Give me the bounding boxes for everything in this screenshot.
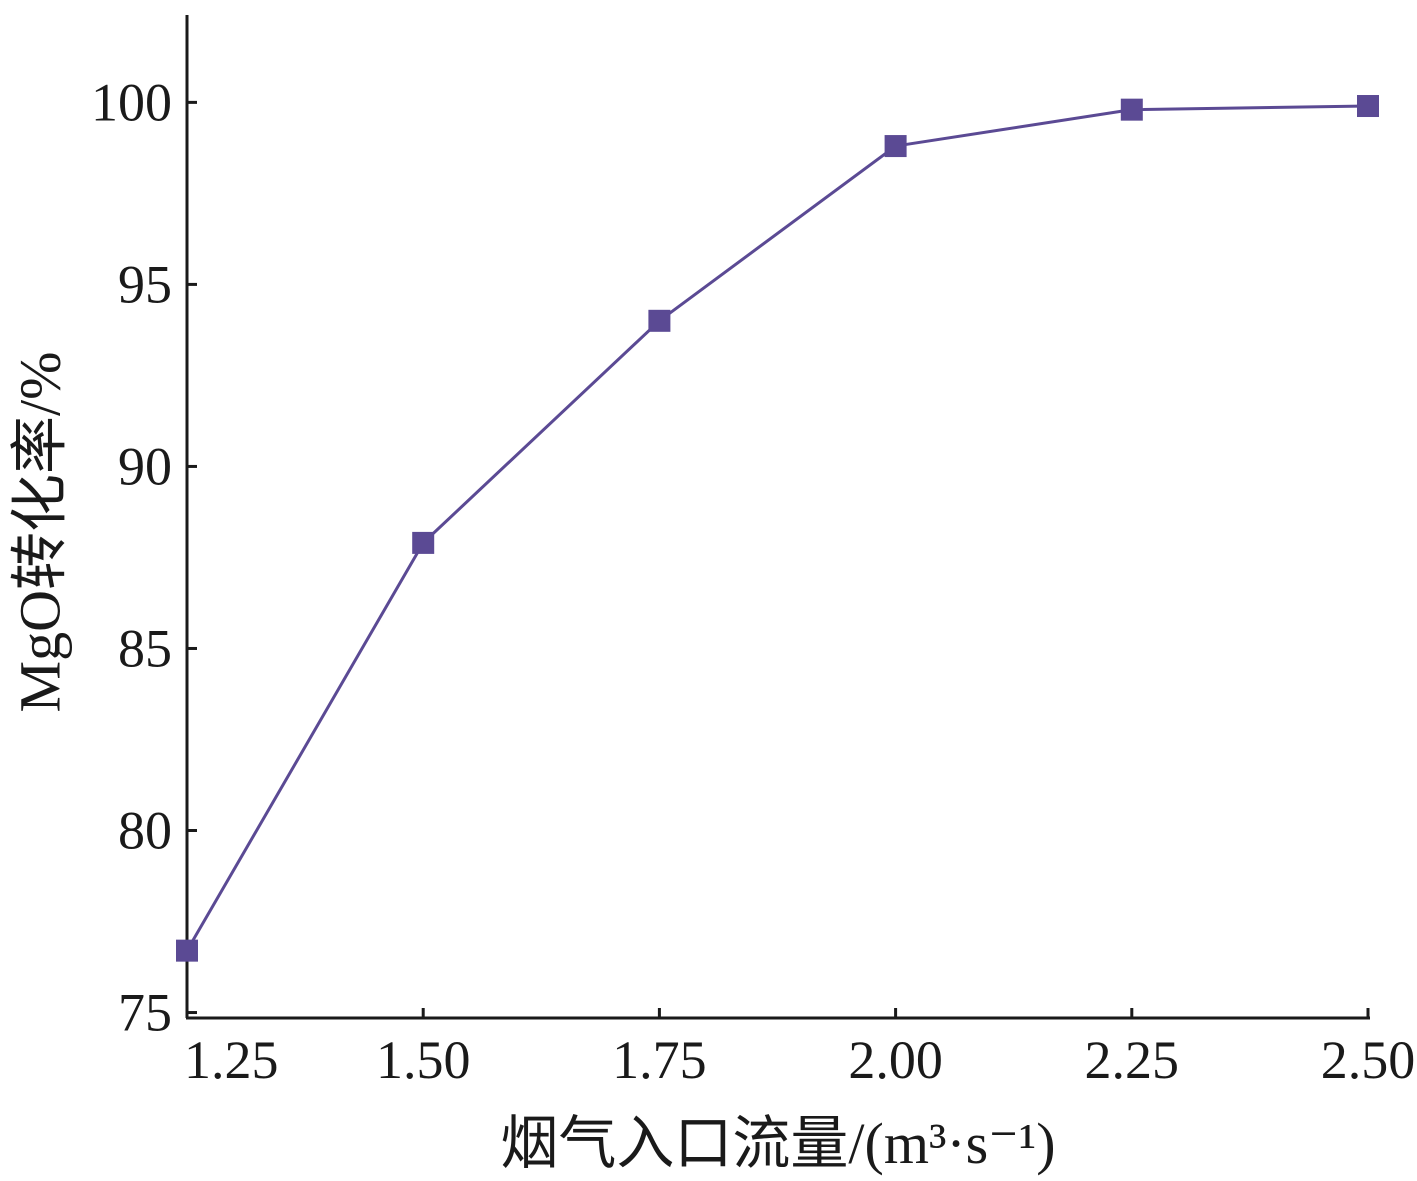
data-point-marker: [884, 135, 907, 158]
data-point-marker: [176, 939, 198, 962]
series-group: [176, 95, 1379, 962]
x-tick-label: 2.50: [1321, 1030, 1416, 1090]
y-axis-label: MgO转化率/%: [8, 352, 73, 713]
y-tick-label: 90: [118, 436, 172, 496]
plot-area: 75 80 85 90 95 100 1.25 1.50 1.75 2.00 2.25 2.50: [91, 15, 1415, 1090]
x-tick-label: 1.50: [376, 1030, 471, 1090]
x-tick-label: 1.75: [612, 1030, 707, 1090]
y-tick-label: 95: [118, 254, 172, 314]
data-point-marker: [1120, 98, 1143, 121]
x-tick-label: 2.25: [1085, 1030, 1180, 1090]
data-point-marker: [412, 531, 435, 554]
x-tick-label: 1.25: [184, 1030, 279, 1090]
x-ticks: 1.25 1.50 1.75 2.00 2.25 2.50: [184, 1008, 1415, 1090]
y-tick-label: 80: [118, 801, 172, 861]
data-point-marker: [648, 309, 671, 332]
y-ticks: 75 80 85 90 95 100: [91, 72, 197, 1043]
y-tick-label: 75: [118, 983, 172, 1043]
series-line: [185, 104, 1369, 952]
data-point-marker: [1357, 95, 1379, 118]
x-axis-label: 烟气入口流量/(m³·s⁻¹): [500, 1111, 1055, 1176]
y-tick-label: 100: [91, 72, 172, 132]
x-tick-label: 2.00: [848, 1030, 943, 1090]
y-tick-label: 85: [118, 618, 172, 678]
